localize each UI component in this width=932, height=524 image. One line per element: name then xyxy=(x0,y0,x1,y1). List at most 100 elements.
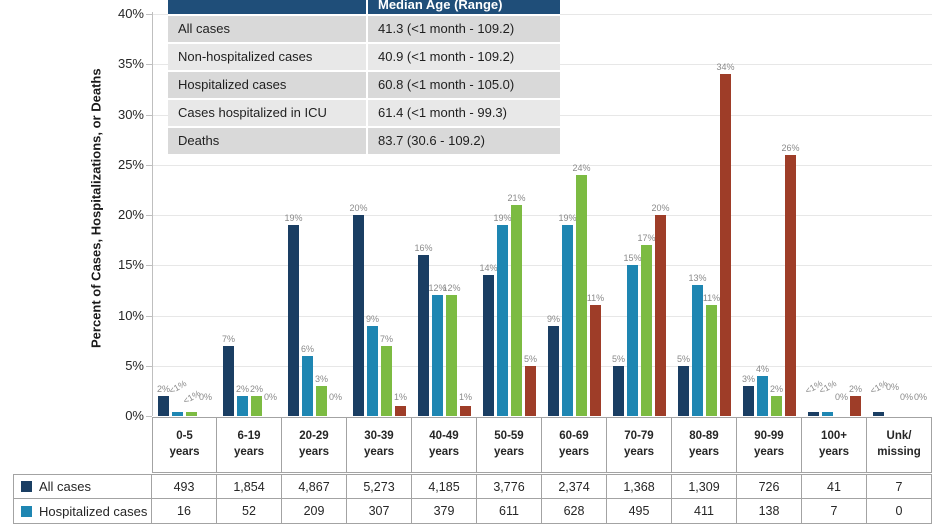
bar-label: 0% xyxy=(198,392,212,402)
bar-label: 3% xyxy=(314,374,328,384)
bar-group: 5% 13% 11% 34% xyxy=(672,0,737,416)
y-tick-mark xyxy=(146,365,152,367)
bar-series4 xyxy=(655,215,666,416)
bar-label: 0% xyxy=(885,382,899,392)
y-tick-label: 35% xyxy=(117,56,144,72)
median-row-value: 83.7 (30.6 - 109.2) xyxy=(368,128,560,154)
bar-series1 xyxy=(158,396,169,416)
bar-label: 12% xyxy=(442,283,461,293)
bar-group: <1% 0% 0% 0% xyxy=(867,0,932,416)
bar-series4 xyxy=(590,305,601,416)
bar-label: 16% xyxy=(414,243,433,253)
bar-series1 xyxy=(808,412,819,416)
value-cell: 16 xyxy=(152,499,217,524)
bar-label: 2% xyxy=(156,384,170,394)
bar-label: 15% xyxy=(623,253,642,263)
value-cell: 411 xyxy=(672,499,737,524)
median-header-cell: Median Age (Range) xyxy=(368,0,560,14)
age-group-header-cell: 0-5 years xyxy=(152,417,217,473)
bar-series4 xyxy=(525,366,536,416)
bar-label: 2% xyxy=(848,384,862,394)
bar-group: 9% 19% 24% 11% xyxy=(542,0,607,416)
median-row-label: Deaths xyxy=(168,128,366,154)
bar-label: 19% xyxy=(493,213,512,223)
bar-series4 xyxy=(785,155,796,416)
bar-group: 19% 6% 3% 0% xyxy=(282,0,347,416)
y-tick-label: 30% xyxy=(117,106,144,122)
bar-series1 xyxy=(353,215,364,416)
bar-series1 xyxy=(548,326,559,416)
age-group-header-cell: 30-39 years xyxy=(347,417,412,473)
bar-label: 5% xyxy=(611,354,625,364)
median-table-row: Hospitalized cases 60.8 (<1 month - 105.0… xyxy=(168,72,560,98)
age-group-header-row: 0-5 years 6-19 years 20-29 years 30-39 years 40-… xyxy=(152,417,932,473)
bar-series1 xyxy=(678,366,689,416)
gridline xyxy=(153,265,932,267)
bar-series2 xyxy=(692,285,703,416)
bar-label: 34% xyxy=(716,62,735,72)
bar-series2 xyxy=(302,356,313,416)
median-header-empty-cell xyxy=(168,0,366,14)
bar-label: 20% xyxy=(349,203,368,213)
row-label-cell: All cases xyxy=(13,474,152,499)
bar-label: 0% xyxy=(899,392,913,402)
age-group-header-cell: 90-99 years xyxy=(737,417,802,473)
bar-group: 5% 15% 17% 20% xyxy=(607,0,672,416)
gridline xyxy=(153,365,932,367)
value-cell: 7 xyxy=(867,474,932,499)
bar-series2 xyxy=(237,396,248,416)
value-cell: 495 xyxy=(607,499,672,524)
y-tick-mark xyxy=(146,215,152,216)
y-tick-mark xyxy=(146,315,152,317)
bar-label: 19% xyxy=(558,213,577,223)
age-group-header-cell: 6-19 years xyxy=(217,417,282,473)
age-group-header-cell: 50-59 years xyxy=(477,417,542,473)
bar-series1 xyxy=(743,386,754,416)
legend-swatch xyxy=(21,505,32,517)
bar-series2 xyxy=(562,225,573,416)
value-cell: 4,867 xyxy=(282,474,347,499)
bar-series1 xyxy=(223,346,234,416)
bar-series3 xyxy=(446,295,457,416)
bar-label: 3% xyxy=(741,374,755,384)
y-tick-mark xyxy=(146,64,152,66)
bar-series3 xyxy=(511,205,522,416)
bar-series4 xyxy=(850,396,861,416)
y-tick-mark xyxy=(146,416,152,417)
value-cell: 52 xyxy=(217,499,282,524)
age-group-header-cell: 20-29 years xyxy=(282,417,347,473)
age-group-header-cell: Unk/missing xyxy=(867,417,932,473)
row-label-cell: Hospitalized cases xyxy=(13,499,152,524)
value-cell: 3,776 xyxy=(477,474,542,499)
median-age-table-header: Median Age (Range) xyxy=(168,0,560,14)
bar-series3 xyxy=(576,175,587,416)
median-row-value: 60.8 (<1 month - 105.0) xyxy=(368,72,560,98)
bar-label: 2% xyxy=(235,384,249,394)
value-cell: 307 xyxy=(347,499,412,524)
value-cell: 726 xyxy=(737,474,802,499)
bar-label: 0% xyxy=(913,392,927,402)
bar-label: 14% xyxy=(479,263,498,273)
y-tick-label: 10% xyxy=(117,307,144,323)
median-row-value: 61.4 (<1 month - 99.3) xyxy=(368,100,560,126)
bar-label: 7% xyxy=(379,334,393,344)
bar-label: 17% xyxy=(637,233,656,243)
y-tick-label: 40% xyxy=(117,6,144,21)
value-cell: 7 xyxy=(802,499,867,524)
gridline xyxy=(153,315,932,317)
bar-label: 7% xyxy=(221,334,235,344)
bar-series3 xyxy=(771,396,782,416)
bar-series4 xyxy=(395,406,406,416)
bar-series1 xyxy=(613,366,624,416)
bar-series3 xyxy=(316,386,327,416)
y-tick-mark xyxy=(146,265,152,267)
bar-group: <1% <1% 0% 2% xyxy=(802,0,867,416)
bar-label: 0% xyxy=(328,392,342,402)
bar-series2 xyxy=(627,265,638,416)
age-group-header-cell: 80-89 years xyxy=(672,417,737,473)
bar-label: 19% xyxy=(284,213,303,223)
y-tick-label: 20% xyxy=(117,207,144,222)
median-row-label: Hospitalized cases xyxy=(168,72,366,98)
case-count-table: All cases 493 1,854 4,867 5,273 4,185 3,776 2,3… xyxy=(13,474,932,524)
y-tick-label: 25% xyxy=(117,156,144,172)
